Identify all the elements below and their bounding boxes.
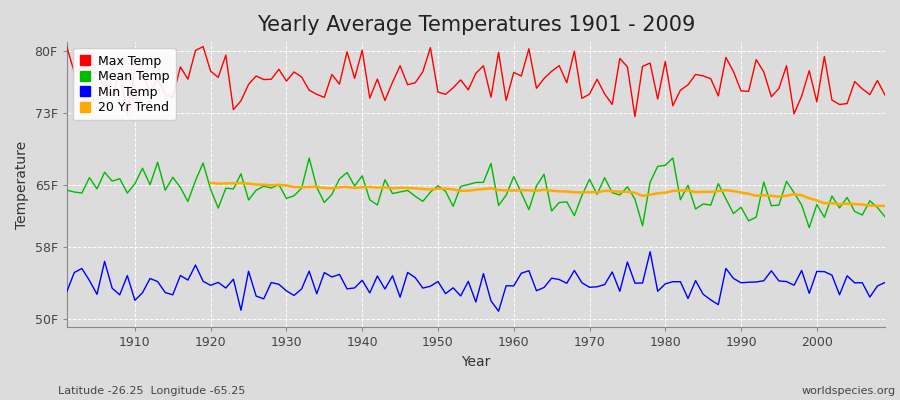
Text: Latitude -26.25  Longitude -65.25: Latitude -26.25 Longitude -65.25 — [58, 386, 246, 396]
Y-axis label: Temperature: Temperature — [15, 141, 29, 229]
Legend: Max Temp, Mean Temp, Min Temp, 20 Yr Trend: Max Temp, Mean Temp, Min Temp, 20 Yr Tre… — [73, 48, 176, 120]
Title: Yearly Average Temperatures 1901 - 2009: Yearly Average Temperatures 1901 - 2009 — [256, 15, 695, 35]
Text: worldspecies.org: worldspecies.org — [801, 386, 896, 396]
X-axis label: Year: Year — [461, 355, 491, 369]
